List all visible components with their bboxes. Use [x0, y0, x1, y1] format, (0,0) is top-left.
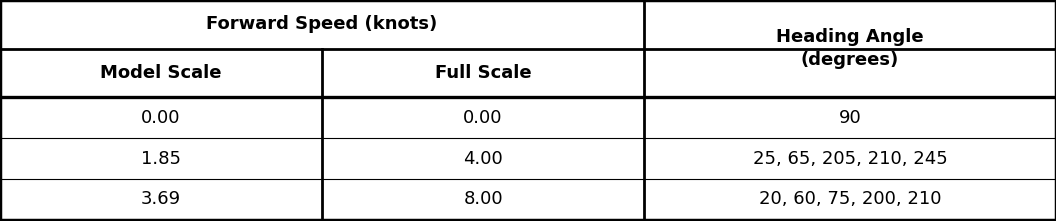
- Text: 3.69: 3.69: [142, 191, 181, 208]
- Text: Forward Speed (knots): Forward Speed (knots): [207, 15, 437, 33]
- Text: Heading Angle
(degrees): Heading Angle (degrees): [776, 28, 924, 69]
- Text: 0.00: 0.00: [464, 109, 503, 127]
- Text: 8.00: 8.00: [464, 191, 503, 208]
- Text: Full Scale: Full Scale: [435, 64, 531, 82]
- Text: 90: 90: [838, 109, 862, 127]
- Text: 4.00: 4.00: [464, 150, 503, 168]
- Text: 25, 65, 205, 210, 245: 25, 65, 205, 210, 245: [753, 150, 947, 168]
- Text: Model Scale: Model Scale: [100, 64, 222, 82]
- Text: 0.00: 0.00: [142, 109, 181, 127]
- Text: 1.85: 1.85: [142, 150, 181, 168]
- Text: 20, 60, 75, 200, 210: 20, 60, 75, 200, 210: [759, 191, 941, 208]
